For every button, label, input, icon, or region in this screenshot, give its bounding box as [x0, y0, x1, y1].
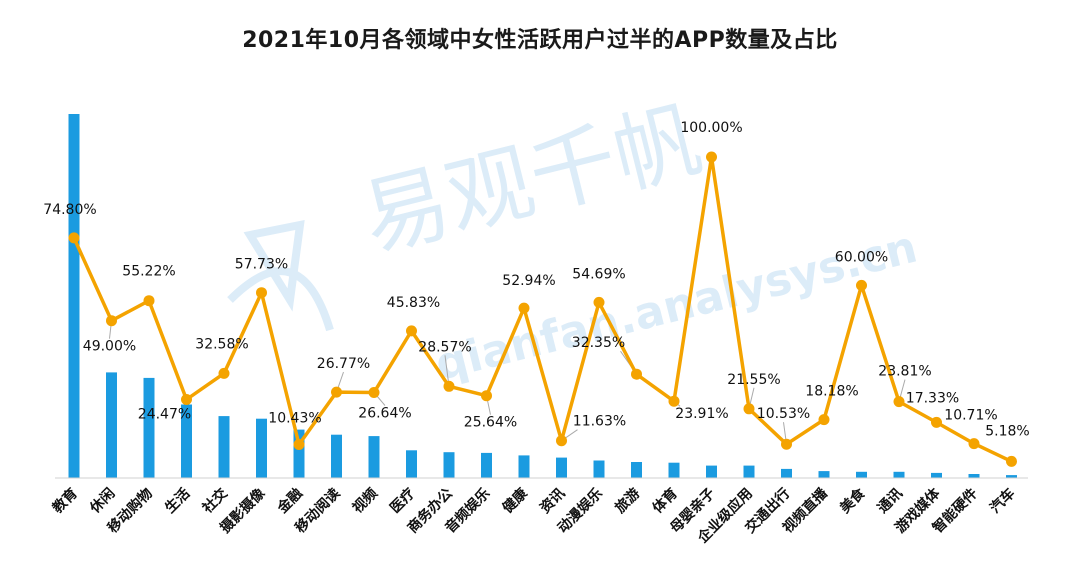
data-label-医疗: 45.83% [387, 295, 440, 311]
data-label-资讯: 11.63% [573, 414, 626, 430]
data-label-生活: 24.47% [138, 407, 191, 423]
bar-摄影摄像 [256, 418, 267, 478]
data-label-旅游: 32.35% [572, 335, 625, 351]
bar-美食 [856, 471, 867, 478]
data-label-通讯: 23.81% [878, 364, 931, 380]
point-企业级应用 [743, 403, 755, 415]
point-移动购物 [143, 295, 155, 307]
bar-商务办公 [443, 452, 455, 478]
bar-音频娱乐 [481, 452, 492, 478]
x-tick-label-社交: 社交 [198, 485, 231, 518]
x-tick-label-健康: 健康 [499, 484, 532, 517]
bar-教育 [68, 114, 80, 478]
point-视频直播 [818, 414, 830, 426]
data-label-汽车: 5.18% [985, 423, 1029, 439]
data-label-摄影摄像: 57.73% [235, 257, 288, 273]
data-label-金融: 10.43% [268, 411, 321, 427]
x-tick-label-视频: 视频 [349, 485, 381, 517]
point-游戏媒体 [931, 416, 942, 428]
bar-视频 [368, 436, 380, 478]
bar-资讯 [556, 457, 567, 478]
bar-医疗 [406, 450, 417, 478]
point-资讯 [556, 435, 567, 447]
bar-智能硬件 [968, 474, 980, 478]
data-label-体育: 23.91% [675, 406, 728, 422]
data-label-健康: 52.94% [502, 273, 555, 289]
bar-体育 [668, 462, 680, 478]
data-label-智能硬件: 10.71% [944, 408, 997, 424]
bar-视频直播 [818, 471, 830, 478]
bar-游戏媒体 [931, 472, 942, 478]
watermark-domain: qianfan.analysys.cn [430, 222, 922, 391]
data-label-移动购物: 55.22% [122, 264, 175, 280]
bar-移动阅读 [331, 434, 342, 478]
data-label-社交: 32.58% [195, 336, 248, 352]
point-动漫娱乐 [593, 296, 605, 308]
data-label-企业级应用: 21.55% [727, 372, 780, 388]
data-label-音频娱乐: 25.64% [464, 415, 517, 431]
x-tick-label-医疗: 医疗 [387, 485, 419, 517]
x-tick-label-资讯: 资讯 [537, 485, 569, 517]
point-商务办公 [443, 380, 455, 392]
data-label-休闲: 49.00% [83, 339, 136, 355]
point-体育 [668, 395, 680, 407]
x-tick-label-金融: 金融 [273, 485, 306, 518]
bar-健康 [518, 455, 530, 478]
data-label-商务办公: 28.57% [418, 339, 471, 355]
point-移动阅读 [331, 386, 342, 398]
watermark-brand: 易观千帆 [353, 90, 711, 270]
chart-title: 2021年10月各领域中女性活跃用户过半的APP数量及占比 [242, 28, 838, 53]
data-label-游戏媒体: 17.33% [906, 390, 959, 406]
x-tick-label-汽车: 汽车 [987, 485, 1019, 517]
percentage-series-line [72, 155, 1013, 463]
bar-动漫娱乐 [593, 460, 605, 478]
data-label-教育: 74.80% [43, 202, 96, 218]
bar-金融 [293, 429, 305, 478]
x-tick-label-生活: 生活 [162, 485, 194, 517]
point-健康 [518, 302, 530, 314]
bar-生活 [181, 404, 192, 478]
point-美食 [856, 279, 867, 291]
x-tick-label-教育: 教育 [49, 485, 81, 517]
point-社交 [218, 367, 230, 379]
point-音频娱乐 [481, 390, 492, 402]
point-摄影摄像 [256, 287, 267, 299]
data-label-美食: 60.00% [835, 249, 888, 265]
point-教育 [68, 232, 80, 244]
point-母婴亲子 [706, 151, 717, 163]
point-金融 [293, 439, 305, 450]
point-交通出行 [781, 438, 792, 450]
data-label-视频: 26.64% [358, 406, 411, 422]
point-旅游 [631, 368, 642, 380]
x-tick-label-休闲: 休闲 [86, 485, 119, 518]
bar-通讯 [893, 471, 905, 478]
data-label-移动阅读: 26.77% [317, 356, 370, 372]
bar-汽车 [1006, 475, 1017, 478]
bar-移动购物 [143, 377, 155, 478]
point-视频 [368, 387, 380, 398]
x-tick-label-通讯: 通讯 [875, 486, 906, 517]
point-生活 [181, 394, 192, 405]
point-通讯 [893, 396, 905, 408]
x-tick-label-美食: 美食 [837, 484, 870, 517]
bar-休闲 [106, 372, 117, 478]
data-label-交通出行: 10.53% [757, 406, 810, 422]
point-汽车 [1006, 455, 1017, 467]
x-tick-label-体育: 体育 [649, 485, 681, 517]
data-label-动漫娱乐: 54.69% [572, 266, 625, 282]
bar-社交 [218, 416, 230, 478]
point-休闲 [106, 315, 117, 327]
bar-交通出行 [781, 468, 792, 478]
data-label-母婴亲子: 100.00% [680, 120, 742, 136]
watermark-logo-icon [227, 219, 334, 332]
data-label-视频直播: 18.18% [805, 384, 858, 400]
point-医疗 [406, 325, 417, 337]
bar-企业级应用 [743, 465, 755, 478]
x-tick-label-旅游: 旅游 [612, 485, 644, 517]
bar-母婴亲子 [706, 465, 717, 478]
bar-旅游 [631, 462, 642, 478]
point-智能硬件 [968, 438, 980, 450]
